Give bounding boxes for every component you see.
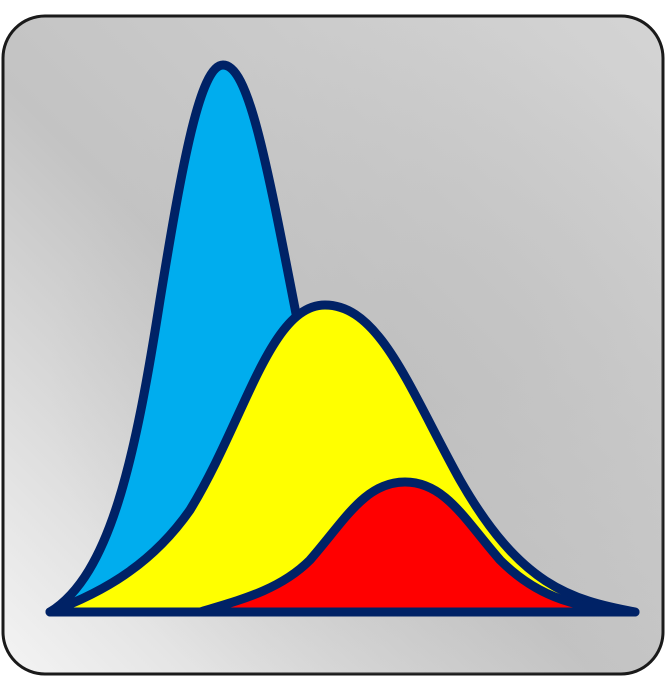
yellow-distribution-curve — [45, 300, 640, 617]
red-distribution-curve — [195, 477, 640, 617]
